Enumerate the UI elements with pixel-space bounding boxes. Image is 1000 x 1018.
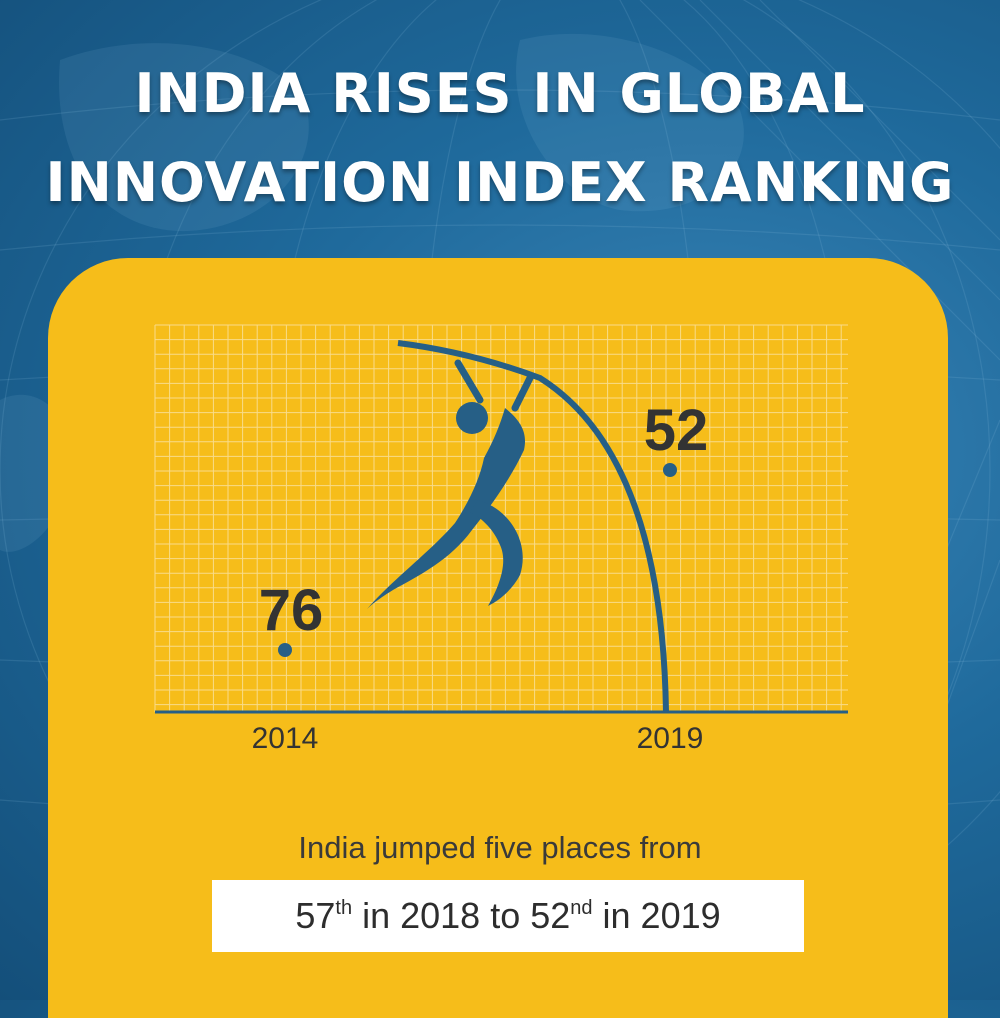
data-label-2014: 76	[259, 578, 324, 643]
x-tick-label-2019: 2019	[637, 722, 704, 755]
chart-marks: 76 52 2014 2019	[252, 398, 709, 755]
data-point-2014	[278, 643, 292, 657]
highlight-part-2: in 2018 to 52	[352, 895, 571, 936]
highlight-part-1: 57	[295, 895, 336, 936]
title-line-2: INNOVATION INDEX RANKING	[45, 151, 955, 214]
caption-text: India jumped five places from	[298, 830, 702, 865]
data-label-2019: 52	[644, 398, 709, 463]
data-point-2019	[663, 463, 677, 477]
pole-vault-athlete-icon	[367, 340, 669, 713]
highlight-box: 57th in 2018 to 52nd in 2019	[212, 880, 804, 952]
highlight-part-3: in 2019	[592, 895, 721, 936]
x-tick-label-2014: 2014	[252, 722, 319, 755]
highlight-sup-1: th	[335, 897, 353, 919]
highlight-sup-2: nd	[570, 897, 593, 919]
title-line-1: INDIA RISES IN GLOBAL	[134, 62, 866, 125]
